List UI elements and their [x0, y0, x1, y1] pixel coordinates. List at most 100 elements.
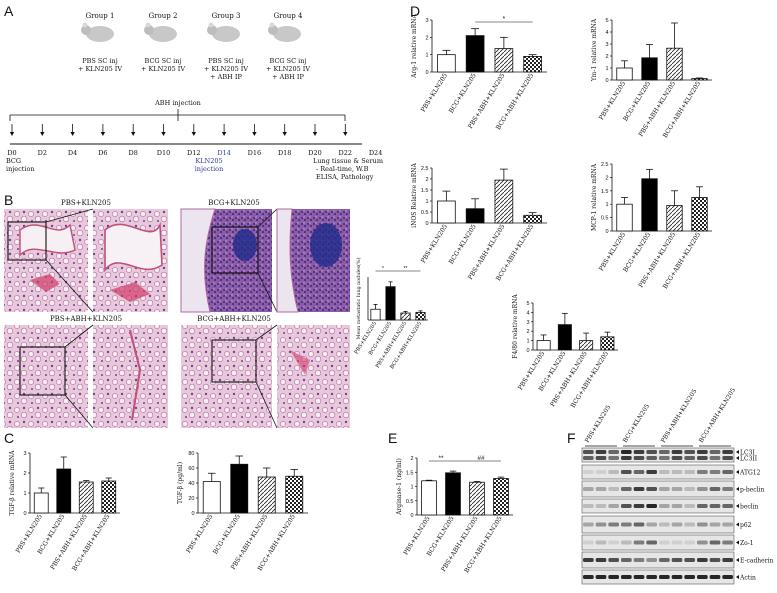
blot-band — [659, 456, 670, 460]
bar — [400, 312, 411, 321]
blot-band — [684, 456, 695, 460]
day-label: D12 — [187, 149, 200, 157]
y-tick-label: 3 — [526, 320, 529, 326]
group-line: + KLN205 IV — [204, 65, 248, 73]
blot-band — [659, 558, 670, 562]
y-tick-label: 2 — [605, 175, 608, 181]
bar — [285, 475, 304, 514]
mouse-icon — [207, 22, 240, 42]
blot-band — [583, 450, 594, 454]
bar — [437, 200, 456, 224]
blot-band — [583, 522, 594, 527]
bar — [616, 203, 633, 232]
bar — [415, 312, 426, 321]
y-axis-label: Ym-1 relative mRNA — [591, 18, 598, 82]
y-tick-label: 20 — [188, 496, 194, 502]
band-label: p-beclin — [740, 487, 764, 494]
band-label: ATG12 — [739, 470, 761, 477]
y-tick-label: 1 — [605, 66, 608, 72]
y-tick-label: 60 — [188, 466, 194, 472]
bar — [445, 472, 461, 516]
arrow-head — [131, 132, 136, 136]
arrow-head — [40, 132, 45, 136]
category-label: BCG+ABH+KLN205 — [570, 350, 610, 409]
y-tick-label: 4 — [605, 30, 608, 36]
blot-band — [671, 450, 683, 454]
sig-mark: ## — [477, 455, 485, 462]
y-tick-label: 3 — [425, 18, 428, 24]
blot-band — [671, 456, 683, 460]
blot-band — [659, 522, 670, 527]
timeline-days: D0 D2 D4 D6 D8 D10 D12 D14 D16 D18 D20 D22 D24 — [7, 149, 382, 157]
blot-band — [621, 450, 632, 454]
blot-band — [722, 450, 733, 454]
blot-band — [595, 575, 607, 579]
blot-band — [646, 558, 657, 562]
day-label: D22 — [339, 149, 352, 157]
group-line: + ABH IP — [272, 73, 304, 81]
blot-strip — [581, 464, 735, 480]
histology-label: BCG+ABH+KLN205 — [197, 315, 271, 323]
category-label: BCG+KLN205 — [448, 223, 478, 265]
d0-note: BCG — [6, 157, 21, 165]
y-axis-label: F4/80 relative mRNA — [512, 294, 519, 359]
end-note: ELISA, Pathology — [316, 173, 374, 181]
end-note: Lung tissue & Serum — [313, 157, 383, 165]
blot-band — [583, 487, 594, 491]
histology-image — [93, 325, 168, 428]
blot-band — [709, 487, 721, 491]
y-tick-label: 2.5 — [421, 166, 429, 172]
blot-strip — [581, 534, 735, 551]
arrow-head — [343, 132, 348, 136]
blot-band — [697, 522, 708, 527]
blot-band — [671, 522, 683, 527]
y-tick-label: 0 — [410, 513, 413, 519]
blot-column-label: BCG+KLN205 — [622, 403, 651, 444]
blot-band — [684, 450, 695, 454]
blot-band — [659, 470, 670, 474]
group-line: PBS SC inj — [82, 57, 117, 65]
bar — [523, 214, 542, 224]
panel-label-b: B — [4, 192, 13, 208]
bar — [465, 35, 485, 73]
blot-band — [646, 487, 657, 491]
bar — [257, 476, 276, 514]
panel-a-groups: Group 1 Group 2 Group 3 Group 4 PBS SC i… — [78, 12, 310, 81]
panel-label-c: C — [4, 430, 14, 446]
blot-band — [697, 487, 708, 491]
western-blot: PBS+KLN205 BCG+KLN205 PBS+ABH+KLN205 BCG+AB… — [581, 387, 773, 585]
d14-note: KLN205 — [195, 157, 222, 165]
blot-band — [671, 487, 683, 491]
y-tick-label: 0 — [191, 511, 194, 517]
chart-c2: 0 20 40 60 80 TGF-β (pg/ml) PBS+KLN205BCG+KLN2… — [177, 451, 308, 572]
bar — [557, 324, 572, 351]
bar — [666, 47, 683, 81]
blot-band — [621, 470, 632, 474]
blot-band — [595, 456, 607, 460]
y-tick-label: 0.5 — [421, 210, 429, 216]
arrow-head — [221, 132, 227, 136]
blot-band — [583, 540, 594, 545]
blot-band — [697, 540, 708, 545]
y-tick-label: 2 — [425, 35, 428, 41]
y-tick-label: 0.5 — [406, 499, 414, 505]
blot-strip — [581, 498, 735, 514]
blot-band — [646, 575, 657, 579]
y-tick-label: 40 — [188, 481, 194, 487]
y-tick-label: 0.5 — [601, 216, 609, 222]
y-tick-label: 2 — [410, 456, 413, 462]
blot-band — [684, 575, 695, 579]
bar — [370, 308, 381, 321]
blot-band — [646, 456, 657, 460]
bar — [641, 57, 658, 81]
panel-label-f: F — [567, 430, 576, 446]
blot-band — [659, 504, 670, 508]
blot-strip — [581, 569, 735, 585]
group-line: + ABH IP — [210, 73, 242, 81]
y-axis-label: MCP-1 relative mRNA — [591, 163, 598, 231]
arrow-head — [191, 132, 196, 136]
y-tick-label: 0 — [425, 70, 428, 76]
